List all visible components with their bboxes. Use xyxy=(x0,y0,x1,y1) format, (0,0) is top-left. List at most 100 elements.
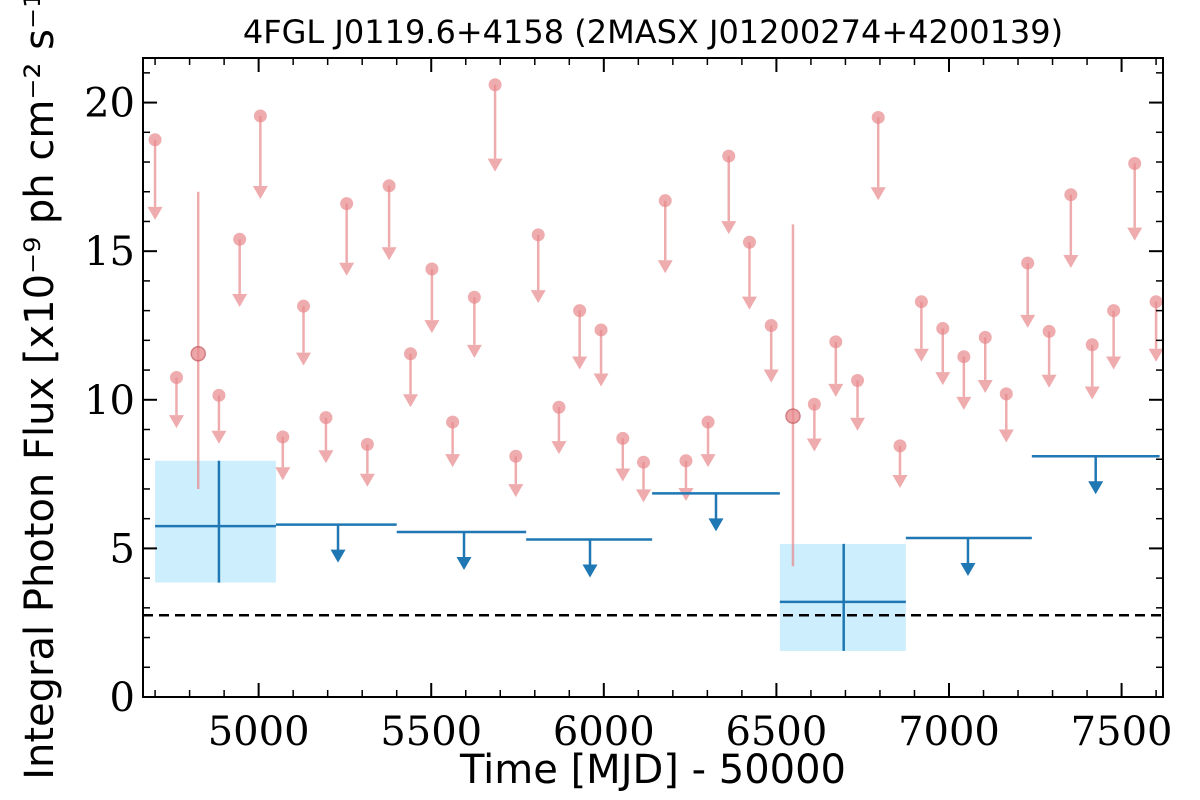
short-bin-ul-point xyxy=(1107,304,1121,318)
short-bin-ul-arrow xyxy=(700,454,716,468)
short-bin-ul-point xyxy=(1128,157,1142,171)
short-bin-ul-arrow xyxy=(721,221,737,235)
short-bin-ul-point xyxy=(658,194,672,208)
y-tick-label: 0 xyxy=(110,675,135,721)
short-bin-ul-point xyxy=(1085,338,1099,352)
short-bin-ul-point xyxy=(936,321,950,335)
short-bin-detection-point xyxy=(190,345,206,362)
chart-title: 4FGL J0119.6+4158 (2MASX J01200274+42001… xyxy=(243,13,1063,51)
short-bin-detection-point xyxy=(785,408,801,424)
short-bin-ul-point xyxy=(914,295,928,309)
short-bin-ul-arrow xyxy=(359,473,375,487)
short-bin-ul-arrow xyxy=(296,352,312,366)
short-bin-ul-point xyxy=(637,455,651,469)
short-bin-ul-arrow xyxy=(1148,348,1164,362)
y-tick-label: 10 xyxy=(84,378,135,424)
short-bin-ul-arrow xyxy=(977,379,993,393)
short-bin-ul-arrow xyxy=(1106,356,1122,370)
short-bin-ul-point xyxy=(829,335,843,349)
plot-frame xyxy=(142,57,1164,698)
short-bin-ul-point xyxy=(764,318,778,332)
short-bin-ul-point xyxy=(319,411,333,425)
short-bin-ul-arrow xyxy=(828,383,844,397)
x-tick-label: 7500 xyxy=(1071,709,1173,755)
short-bin-ul-arrow xyxy=(403,394,419,408)
short-bin-ul-point xyxy=(552,400,566,414)
short-bin-ul-point xyxy=(722,149,736,163)
short-bin-ul-point xyxy=(446,415,460,429)
x-axis-label: Time [MJD] - 50000 xyxy=(459,747,846,793)
short-bin-ul-arrow xyxy=(935,372,951,386)
x-tick-label: 7000 xyxy=(898,709,1000,755)
short-bin-ul-arrow xyxy=(381,247,397,261)
short-bin-ul-arrow xyxy=(806,438,822,452)
short-bin-ul-point xyxy=(297,299,311,313)
long-bin-ul-arrow xyxy=(456,557,472,571)
short-bin-ul-arrow xyxy=(763,369,779,383)
axes: 5000 5500 6000 6500 7000 7500 0 5 10 15 20 xyxy=(84,57,1173,755)
short-bin-ul-arrow xyxy=(892,474,908,488)
y-axis-label: Integral Photon Flux [x10⁻⁹ ph cm⁻² s⁻¹] xyxy=(17,0,63,780)
short-bin-ul-arrow xyxy=(741,296,757,310)
y-tick-label: 20 xyxy=(84,81,135,127)
short-bin-ul-arrow xyxy=(424,320,440,334)
short-bin-ul-arrow xyxy=(615,468,631,482)
short-bin-ul-arrow xyxy=(318,450,334,464)
short-bin-ul-point xyxy=(425,262,439,276)
short-bin-ul-arrow xyxy=(1084,386,1100,400)
short-bin-ul-point xyxy=(467,290,481,304)
short-bin-ul-arrow xyxy=(275,467,291,481)
short-bin-ul-point xyxy=(978,330,992,344)
short-bin-ul-arrow xyxy=(593,373,609,387)
short-bin-ul-arrow xyxy=(445,454,461,468)
short-bin-ul-point xyxy=(594,323,608,337)
short-bin-ul-arrow xyxy=(508,484,524,498)
short-bin-ul-arrow xyxy=(913,348,929,362)
short-bin-ul-arrow xyxy=(1063,254,1079,268)
short-bin-ul-point xyxy=(148,133,162,147)
y-tick-label: 5 xyxy=(110,526,135,572)
short-bin-ul-point xyxy=(169,371,183,384)
short-bin-ul-arrow xyxy=(530,290,546,304)
short-bin-ul-arrow xyxy=(1020,314,1036,328)
short-bin-ul-point xyxy=(276,430,290,444)
short-bin-ul-arrow xyxy=(211,430,227,444)
short-bin-ul-point xyxy=(340,197,354,211)
short-bin-ul-arrow xyxy=(850,417,866,431)
short-bin-ul-point xyxy=(893,439,907,453)
short-bin-ul-arrow xyxy=(956,396,972,410)
short-bin-ul-point xyxy=(212,388,226,402)
short-bin-ul-point xyxy=(999,387,1013,401)
short-bin-ul-point xyxy=(1021,256,1035,270)
short-bin-ul-arrow xyxy=(168,415,184,429)
long-bin-ul-arrow xyxy=(960,562,976,576)
short-bin-ul-point xyxy=(679,454,693,468)
long-bin-error-band xyxy=(155,460,276,583)
short-bin-ul-arrow xyxy=(339,262,355,276)
short-bin-ul-arrow xyxy=(147,206,163,220)
short-bin-ul-point xyxy=(616,431,630,445)
long-bin-ul-arrow xyxy=(582,564,598,578)
short-bin-ul-arrow xyxy=(657,260,673,274)
short-bin-ul-arrow xyxy=(870,187,886,201)
long-bin-ul-arrow xyxy=(708,518,724,532)
short-bin-ul-arrow xyxy=(1041,374,1057,388)
plot-area xyxy=(143,78,1164,651)
short-bin-ul-point xyxy=(573,304,587,318)
short-bin-ul-point xyxy=(360,437,374,451)
short-bin-ul-point xyxy=(253,109,267,123)
short-bin-ul-point xyxy=(404,347,418,361)
short-bin-ul-arrow xyxy=(487,158,503,172)
x-tick-label: 6500 xyxy=(726,709,828,755)
short-bin-ul-arrow xyxy=(636,489,652,503)
short-bin-ul-point xyxy=(871,110,885,124)
long-bin-ul-arrow xyxy=(1088,481,1104,495)
short-bin-ul-point xyxy=(742,235,756,249)
y-tick-label: 15 xyxy=(84,229,135,275)
short-bin-ul-arrow xyxy=(551,441,567,455)
short-bin-ul-arrow xyxy=(998,429,1014,443)
x-tick-label: 5000 xyxy=(208,709,310,755)
short-bin-ul-arrow xyxy=(252,186,268,200)
short-bin-ul-point xyxy=(851,373,865,387)
